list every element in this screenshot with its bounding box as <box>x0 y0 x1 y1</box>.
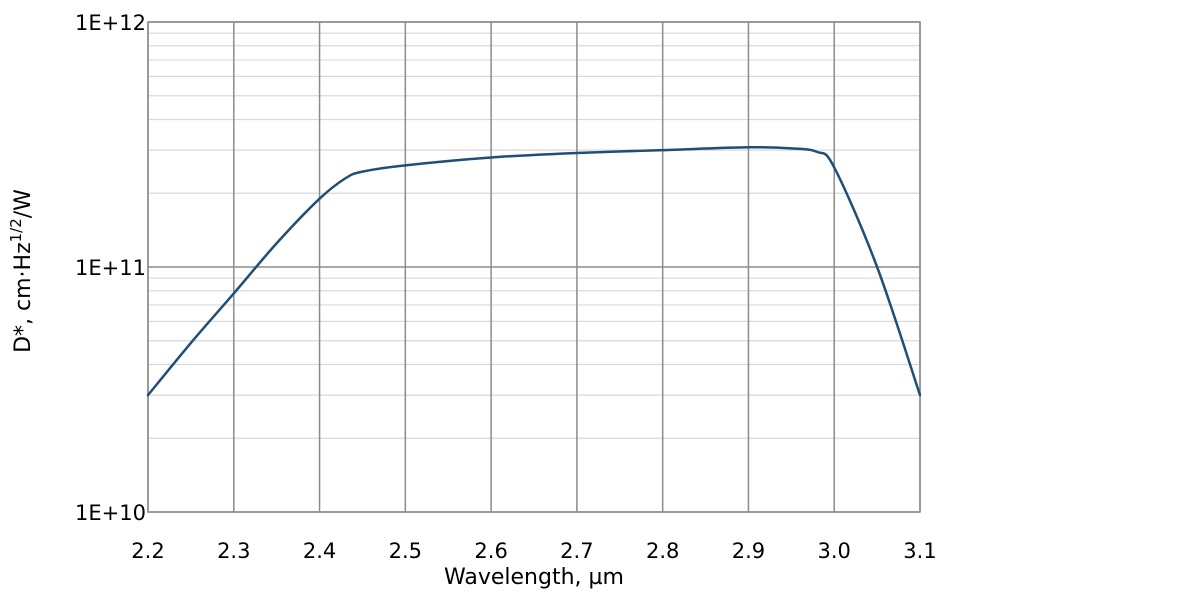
x-tick-label: 2.3 <box>217 539 250 563</box>
x-tick-label: 3.0 <box>818 539 851 563</box>
y-axis-title-superscript: 1/2 <box>7 218 25 242</box>
y-tick-label: 1E+10 <box>75 501 146 525</box>
minor-gridlines <box>148 32 920 439</box>
plot-area-frame <box>147 21 921 513</box>
x-tick-label: 2.6 <box>474 539 507 563</box>
x-tick-label: 3.1 <box>903 539 936 563</box>
series-line-0 <box>146 145 922 397</box>
x-tick-label: 2.7 <box>560 539 593 563</box>
x-axis-tick-labels: 2.2 2.3 2.4 2.5 2.6 2.7 2.8 2.9 3.0 3.1 <box>131 539 936 563</box>
y-tick-label: 1E+12 <box>75 11 146 35</box>
y-tick-label: 1E+11 <box>75 256 146 280</box>
series-group <box>146 145 922 397</box>
x-tick-label: 2.8 <box>646 539 679 563</box>
x-tick-label: 2.2 <box>131 539 164 563</box>
x-axis-title: Wavelength, µm <box>444 565 624 590</box>
x-tick-label: 2.4 <box>303 539 336 563</box>
y-axis-title-suffix: /W <box>11 189 36 218</box>
y-axis-title: D*, cm·Hz1/2/W <box>7 189 36 353</box>
x-tick-label: 2.5 <box>389 539 422 563</box>
y-axis-tick-labels: 1E+10 1E+11 1E+12 <box>75 11 146 525</box>
y-axis-title-main: D*, cm·Hz <box>11 242 36 353</box>
x-tick-label: 2.9 <box>732 539 765 563</box>
